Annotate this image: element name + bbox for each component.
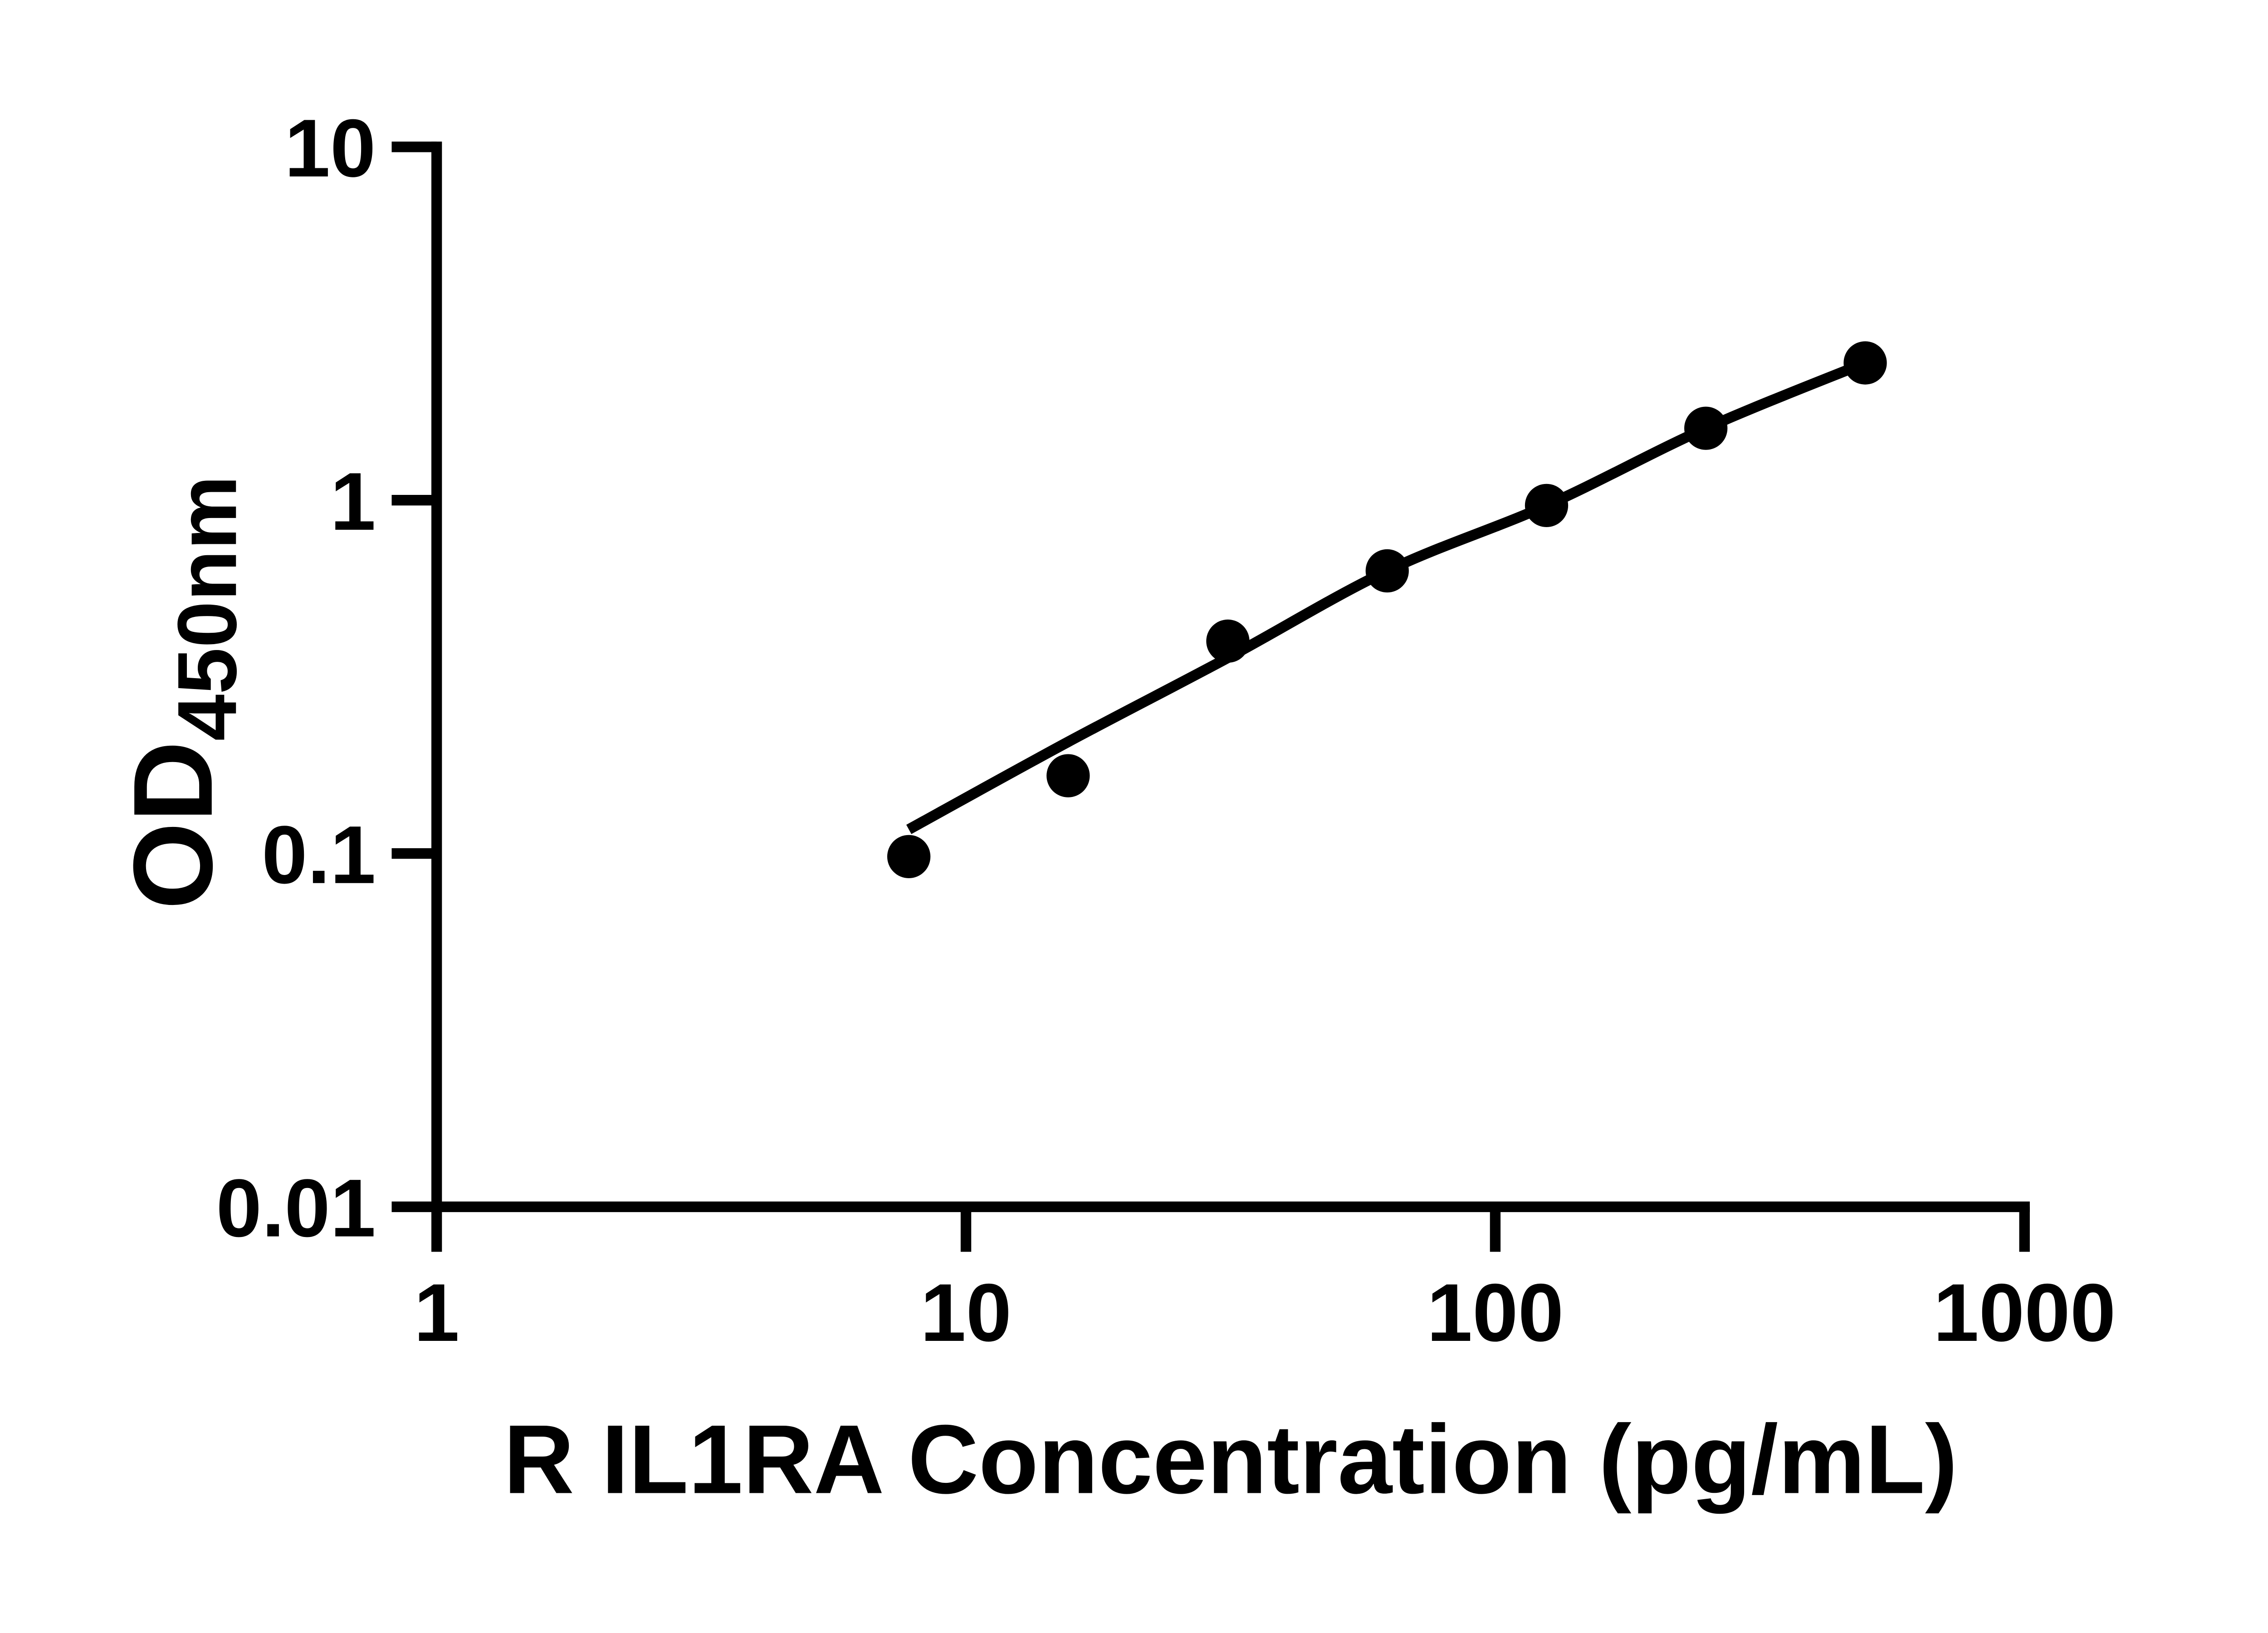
- chart-canvas: 10 1 0.1 0.01 1 10 100 1000 R IL1RA Concentrati…: [110, 102, 2116, 1514]
- data-point: [887, 835, 931, 879]
- data-point: [1046, 754, 1090, 797]
- y-tick-label: 0.1: [262, 809, 376, 901]
- data-point: [1684, 406, 1728, 450]
- y-axis-title-subscript: 450nm: [161, 475, 254, 741]
- y-axis-title-main: OD: [110, 741, 236, 909]
- data-point: [1206, 619, 1250, 663]
- y-tick-label: 0.01: [216, 1163, 376, 1254]
- x-tick-label: 1: [414, 1267, 459, 1359]
- data-point: [1525, 484, 1569, 527]
- data-point: [1843, 341, 1887, 385]
- x-tick-label: 10: [920, 1267, 1012, 1359]
- y-tick-label: 10: [284, 103, 376, 194]
- x-axis-title: R IL1RA Concentration (pg/mL): [503, 1405, 1958, 1514]
- x-tick-label: 1000: [1933, 1267, 2116, 1359]
- x-tick-label: 100: [1427, 1267, 1564, 1359]
- data-point: [1365, 549, 1409, 593]
- elisa-standard-curve-figure: 10 1 0.1 0.01 1 10 100 1000 R IL1RA Concentrati…: [110, 102, 2116, 1514]
- y-axis-title: OD450nm: [110, 475, 254, 909]
- y-tick-label: 1: [330, 456, 376, 548]
- series-standard-curve: [887, 341, 1887, 879]
- axes: 10 1 0.1 0.01 1 10 100 1000: [216, 103, 2116, 1359]
